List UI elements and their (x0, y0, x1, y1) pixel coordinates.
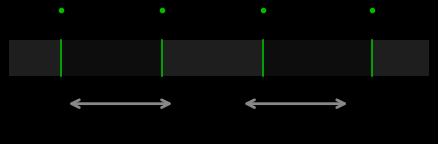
Bar (372, 40, 429, 76)
Bar (162, 40, 263, 76)
Bar (263, 40, 372, 76)
Bar (61, 40, 162, 76)
Bar (9, 40, 429, 76)
Bar (9, 40, 61, 76)
